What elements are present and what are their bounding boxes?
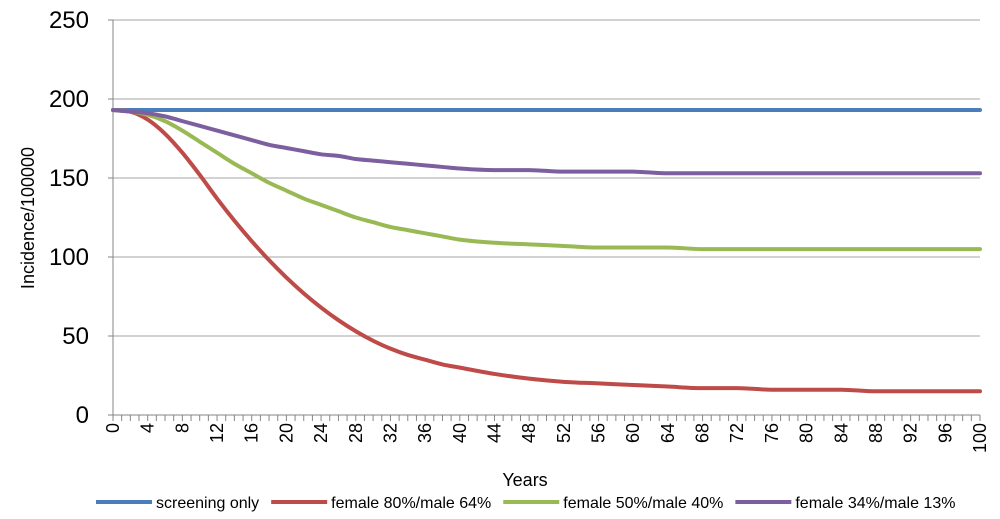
legend-label: screening only [156,495,259,512]
x-tick-label: 88 [866,423,886,443]
x-tick-label: 20 [276,423,296,443]
x-tick-label: 28 [346,423,366,443]
y-tick-label: 250 [49,7,89,34]
x-tick-label: 12 [207,423,227,443]
legend-label: female 80%/male 64% [331,495,491,512]
y-tick-labels: 0 50 100 150 200 250 [49,7,89,429]
x-tick-labels: 0 4 8 12 16 20 24 28 32 36 40 44 48 52 56 60 64 68 72 76 80 8… [103,423,990,453]
gridlines [113,19,980,337]
x-tick-label: 40 [450,423,470,443]
legend-item: screening only [96,495,259,512]
legend-item: female 50%/male 40% [503,495,723,512]
series-lines [111,108,982,394]
x-tick-label: 52 [554,423,574,443]
x-tick-label: 48 [519,423,539,443]
y-tick-label: 150 [49,165,89,192]
y-tick-label: 200 [49,86,89,113]
x-tick-label: 24 [311,423,331,443]
x-tick-label: 76 [762,423,782,443]
x-tick-label: 44 [484,423,504,443]
x-tick-label: 96 [935,423,955,443]
y-axis-label: Incidence/100000 [18,147,38,289]
legend-label: female 50%/male 40% [563,495,723,512]
x-tick-label: 100 [970,423,990,453]
x-tick-label: 64 [658,423,678,443]
x-tick-label: 68 [693,423,713,443]
y-tick-label: 0 [76,402,89,429]
x-tick-label: 60 [623,423,643,443]
series-line [111,108,982,252]
x-tick-label: 56 [589,423,609,443]
x-tick-label: 84 [831,423,851,443]
axes [108,19,981,421]
x-tick-label: 92 [901,423,921,443]
x-tick-label: 16 [242,423,262,443]
legend-item: female 34%/male 13% [735,495,955,512]
legend-label: female 34%/male 13% [795,495,955,512]
x-axis-label: Years [502,470,547,490]
x-tick-label: 72 [727,423,747,443]
legend: screening only female 80%/male 64% female … [96,495,955,512]
series-line [111,108,982,176]
x-tick-label: 80 [797,423,817,443]
y-tick-label: 100 [49,244,89,271]
series-line [111,108,982,394]
x-tick-label: 8 [172,423,192,433]
x-tick-label: 32 [380,423,400,443]
x-tick-label: 0 [103,423,123,433]
x-tick-label: 4 [138,423,158,433]
legend-item: female 80%/male 64% [271,495,491,512]
y-tick-label: 50 [62,323,89,350]
x-tick-label: 36 [415,423,435,443]
